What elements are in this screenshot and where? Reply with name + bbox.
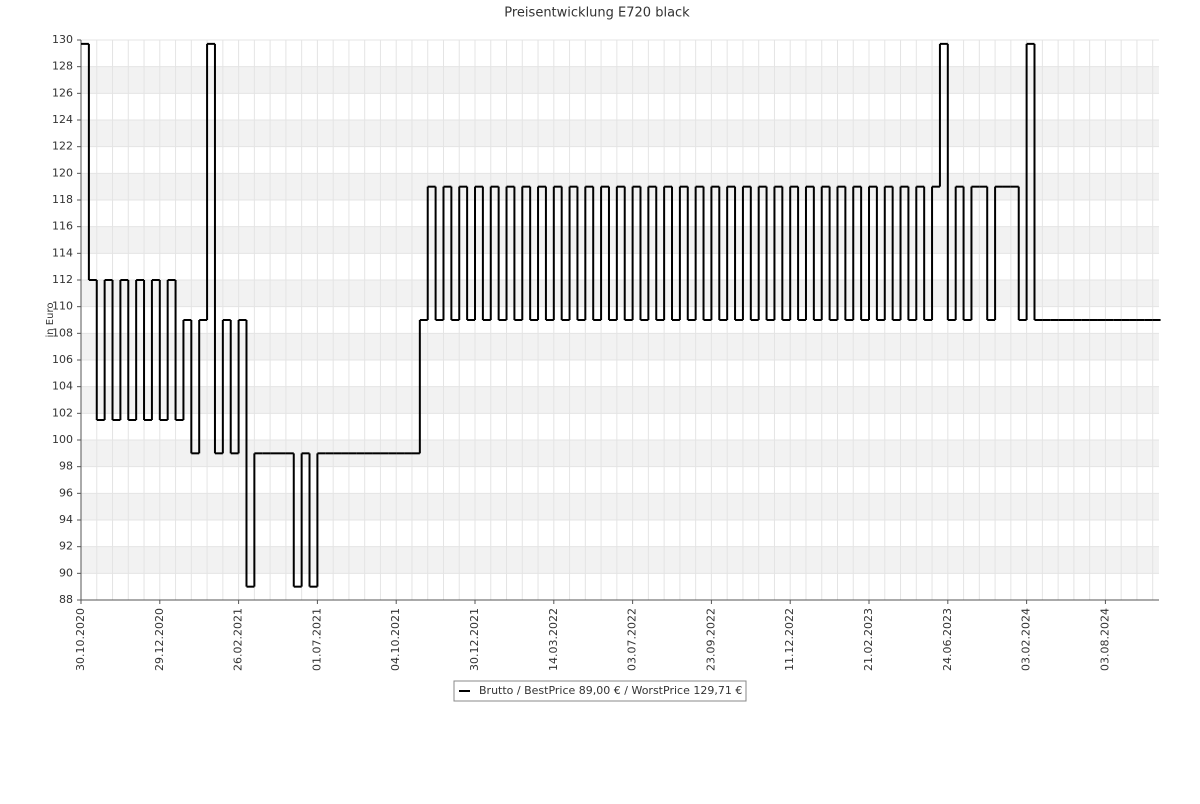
chart-title: Preisentwicklung E720 black [504, 6, 690, 21]
x-tick-label: 30.10.2020 [74, 608, 87, 671]
x-tick-label: 01.07.2021 [310, 608, 323, 671]
grid-band [81, 386, 1159, 414]
x-tick-label: 30.12.2021 [468, 608, 481, 671]
y-tick-label: 104 [52, 380, 73, 393]
legend-label: Brutto / BestPrice 89,00 € / WorstPrice … [479, 684, 742, 697]
y-axis-label: in Euro [45, 303, 56, 338]
y-tick-label: 110 [52, 300, 73, 313]
y-tick-label: 90 [59, 566, 73, 579]
grid-band [81, 120, 1159, 147]
legend [453, 680, 747, 702]
grid-band [81, 66, 1159, 94]
y-tick-label: 102 [52, 406, 73, 419]
y-tick-label: 118 [52, 193, 73, 206]
y-tick-label: 116 [52, 220, 73, 233]
grid-band [81, 333, 1159, 360]
x-tick-label: 26.02.2021 [232, 608, 245, 671]
x-tick-label: 21.02.2023 [862, 608, 875, 671]
y-tick-label: 94 [59, 513, 73, 526]
y-tick-label: 114 [52, 246, 73, 259]
y-tick-label: 128 [52, 60, 73, 73]
x-tick-label: 14.03.2022 [547, 608, 560, 671]
x-tick-label: 04.10.2021 [389, 608, 402, 671]
x-tick-label: 24.06.2023 [941, 608, 954, 671]
y-tick-label: 98 [59, 460, 73, 473]
grid-band [81, 226, 1159, 254]
y-tick-label: 96 [59, 486, 73, 499]
grid-band [81, 493, 1159, 520]
y-tick-label: 120 [52, 166, 73, 179]
y-tick-label: 100 [52, 433, 73, 446]
grid-band [81, 440, 1159, 467]
y-tick-label: 122 [52, 140, 73, 153]
y-tick-label: 88 [59, 593, 73, 606]
y-tick-label: 108 [52, 326, 73, 339]
y-tick-label: 92 [59, 540, 73, 553]
y-tick-label: 130 [52, 33, 73, 46]
x-tick-label: 23.09.2022 [704, 608, 717, 671]
y-tick-label: 124 [52, 113, 73, 126]
y-tick-label: 106 [52, 353, 73, 366]
x-tick-label: 29.12.2020 [153, 608, 166, 671]
grid-band [81, 280, 1159, 307]
y-tick-label: 126 [52, 86, 73, 99]
x-tick-label: 11.12.2022 [783, 608, 796, 671]
y-tick-label: 112 [52, 273, 73, 286]
grid-band [81, 546, 1159, 574]
x-tick-label: 03.02.2024 [1020, 608, 1033, 671]
x-tick-label: 03.07.2022 [626, 608, 639, 671]
x-tick-label: 03.08.2024 [1098, 608, 1111, 671]
